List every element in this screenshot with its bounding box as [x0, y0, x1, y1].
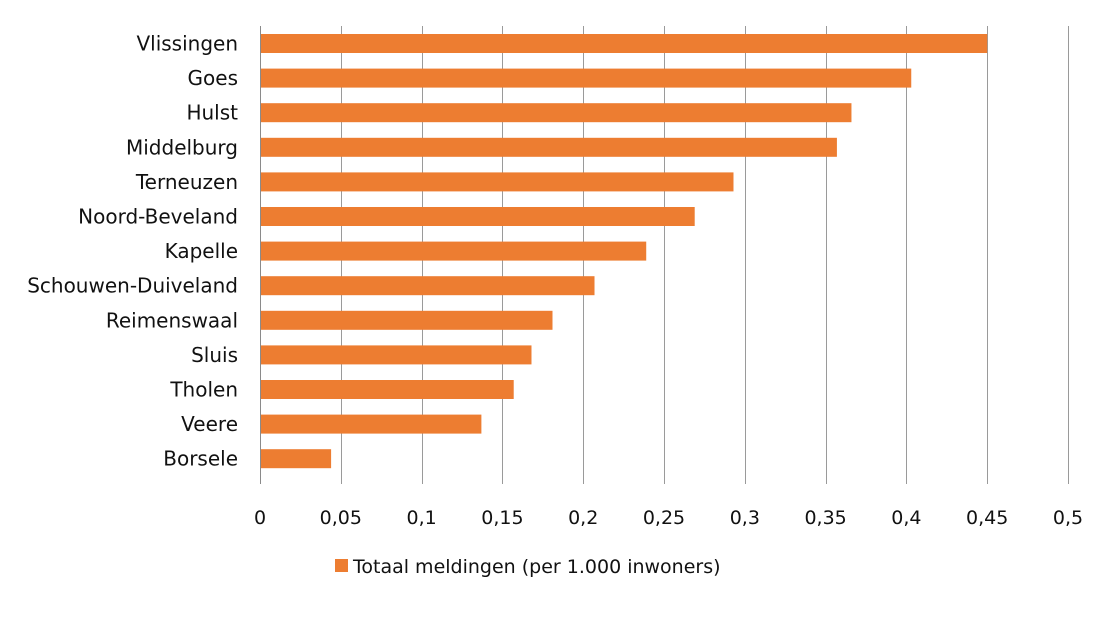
category-label: Schouwen-Duiveland [27, 274, 238, 298]
bar-hulst [261, 103, 852, 123]
category-label: Kapelle [165, 239, 238, 263]
x-tick-label: 0,15 [481, 507, 523, 529]
x-tick-label: 0,25 [643, 507, 685, 529]
category-label: Tholen [169, 378, 238, 402]
bar-vlissingen [261, 34, 988, 53]
category-label: Goes [188, 66, 238, 90]
x-tick-label: 0,3 [730, 507, 760, 529]
bar-schouwen-duiveland [261, 276, 595, 296]
x-tick-label: 0,2 [568, 507, 598, 529]
bar-kapelle [261, 241, 647, 261]
x-tick-label: 0,05 [320, 507, 362, 529]
category-label: Borsele [163, 447, 238, 471]
bar-terneuzen [261, 172, 734, 192]
bar-borsele [261, 449, 332, 469]
bars [261, 34, 988, 469]
x-tick-label: 0,5 [1053, 507, 1083, 529]
category-label: Vlissingen [136, 32, 238, 56]
legend-swatch [335, 559, 348, 572]
bar-sluis [261, 345, 532, 365]
category-label: Middelburg [126, 135, 238, 159]
bar-goes [261, 68, 912, 88]
category-label: Reimenswaal [106, 308, 238, 332]
x-tick-label: 0,35 [804, 507, 846, 529]
category-label: Veere [181, 412, 238, 436]
bar-reimenswaal [261, 310, 553, 330]
bar-veere [261, 414, 482, 434]
category-label: Sluis [191, 343, 238, 367]
bar-middelburg [261, 137, 837, 157]
x-tick-label: 0,4 [891, 507, 921, 529]
x-tick-label: 0 [254, 507, 266, 529]
legend: Totaal meldingen (per 1.000 inwoners) [335, 556, 721, 578]
category-label: Noord-Beveland [78, 205, 238, 229]
category-labels: Vlissingen Goes Hulst Middelburg Terneuzen No… [27, 32, 238, 471]
legend-label: Totaal meldingen (per 1.000 inwoners) [352, 556, 721, 578]
bar-tholen [261, 380, 514, 399]
category-label: Terneuzen [135, 170, 238, 194]
x-tick-label: 0,1 [406, 507, 436, 529]
x-tick-label: 0,45 [966, 507, 1008, 529]
bar-noord-beveland [261, 207, 695, 226]
x-axis-tick-labels: 0 0,05 0,1 0,15 0,2 0,25 0,3 0,35 0,4 0,45 0,5 [254, 507, 1083, 529]
category-label: Hulst [186, 101, 238, 125]
